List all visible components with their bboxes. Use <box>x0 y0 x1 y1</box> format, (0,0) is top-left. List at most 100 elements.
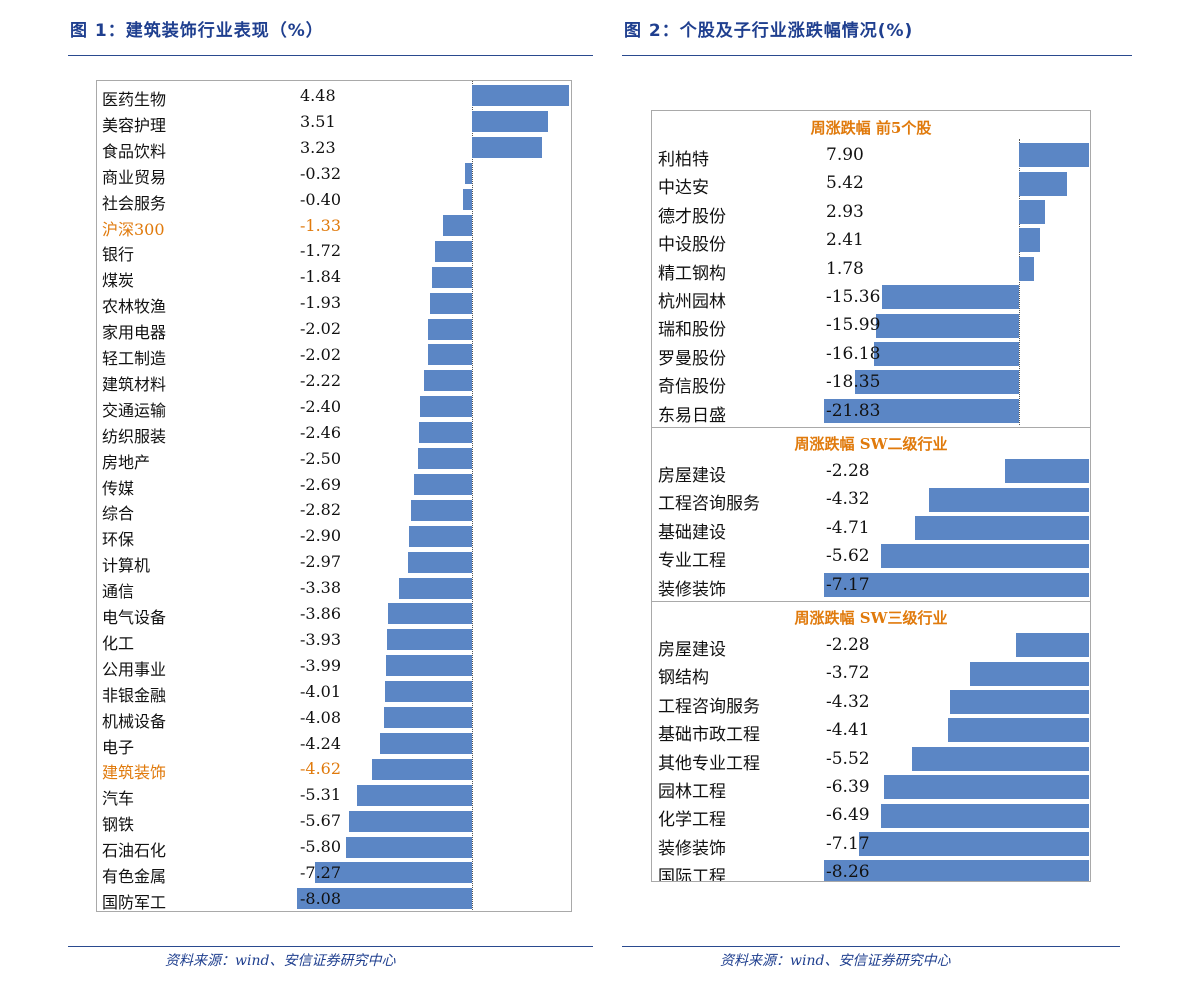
figure2-section-title: 周涨跌幅 SW三级行业 <box>794 609 948 627</box>
figure2-value-label: -15.36 <box>826 287 881 307</box>
figure1-category-label: 国防军工 <box>102 892 167 912</box>
figure1-category-label: 轻工制造 <box>102 349 167 368</box>
figure1-value-label: -2.22 <box>300 370 342 390</box>
figure2-category-label: 基础市政工程 <box>658 725 760 746</box>
figure1-bar <box>385 681 472 703</box>
figure1-value-label: -2.90 <box>300 526 342 546</box>
figure1-bar <box>430 292 472 314</box>
figure1-bar <box>398 577 472 599</box>
figure2-category-label: 罗曼股份 <box>658 348 726 369</box>
figure1-category-label: 沪深300 <box>102 219 165 239</box>
figure1-category-label: 汽车 <box>102 789 135 809</box>
figure2-value-label: 2.41 <box>826 230 864 251</box>
figure2-value-label: 7.90 <box>826 145 864 165</box>
figure1-value-label: -1.93 <box>300 293 342 313</box>
figure1-bar <box>463 189 472 211</box>
figure1-bar <box>413 473 472 495</box>
figure1-bar <box>420 396 472 418</box>
figure1-bar <box>428 318 472 340</box>
figure1-category-label: 商业贸易 <box>102 167 167 187</box>
figure1-value-label: -1.33 <box>300 215 342 235</box>
figure1-category-label: 建筑材料 <box>102 374 167 394</box>
figure1-bar <box>465 163 472 185</box>
figure1-value-label: -1.84 <box>300 267 342 287</box>
figure1-category-label: 农林牧渔 <box>102 297 167 317</box>
figure2-bar <box>969 661 1089 686</box>
figure2-category-label: 利柏特 <box>658 150 709 170</box>
figure1-bar <box>349 810 472 832</box>
figure1-value-label: -0.40 <box>300 189 342 209</box>
figure2-section-divider <box>652 601 1090 602</box>
figure2-bar <box>1018 200 1045 224</box>
figure1-value-label: -3.93 <box>300 629 342 649</box>
figure2-value-label: -16.18 <box>826 343 881 364</box>
figure1-category-label: 计算机 <box>102 556 151 576</box>
figure1-category-label: 化工 <box>102 633 135 653</box>
figure1-top-rule <box>68 55 593 56</box>
figure1-bottom-rule <box>68 946 593 947</box>
figure2-bar <box>881 544 1089 569</box>
figure1-category-label: 建筑装饰 <box>102 763 167 783</box>
figure2-top-rule <box>622 55 1132 56</box>
figure2-value-label: -3.72 <box>826 663 870 684</box>
figure1-bar <box>407 551 472 573</box>
figure2-bar <box>947 718 1089 743</box>
figure1-category-label: 公用事业 <box>102 659 167 679</box>
figure1-value-label: -2.02 <box>300 345 342 364</box>
figure1-value-label: -2.02 <box>300 319 342 339</box>
figure1-value-label: -2.46 <box>300 422 342 442</box>
figure2-bar <box>881 285 1019 310</box>
figure1-category-label: 银行 <box>102 245 135 265</box>
figure1-value-label: -4.62 <box>300 759 342 779</box>
figure2-bar <box>911 746 1089 771</box>
figure1-bar <box>471 137 542 159</box>
figure2-category-label: 杭州园林 <box>658 292 726 312</box>
figure2-value-label: -6.39 <box>826 777 870 797</box>
figure1-bar <box>297 888 472 910</box>
figure1-bar <box>388 603 472 625</box>
figure2-category-label: 化学工程 <box>658 810 726 831</box>
figure1-value-label: -3.86 <box>300 604 342 623</box>
figure2-bar <box>824 860 1089 881</box>
figure2-bar <box>880 803 1089 828</box>
figure1-category-label: 电气设备 <box>102 608 167 627</box>
figure1-zero-axis <box>471 81 473 911</box>
figure2-category-label: 其他专业工程 <box>658 753 760 774</box>
figure1-bar <box>471 111 548 133</box>
figure1-bar <box>418 422 472 444</box>
figure2-value-label: -2.28 <box>826 635 870 655</box>
figure2-value-label: 2.93 <box>826 201 864 222</box>
figure2-chart: 周涨跌幅 前5个股 利柏特 7.90 中达安 5.42 德才股份 2.93 中设股份 2.41 精… <box>651 110 1091 882</box>
figure2-category-label: 钢结构 <box>658 668 709 689</box>
figure1-bar <box>314 862 472 884</box>
figure1-category-label: 煤炭 <box>102 271 135 291</box>
figure1-category-label: 美容护理 <box>102 115 167 135</box>
figure2-value-label: -4.41 <box>826 720 870 741</box>
figure2-category-label: 中设股份 <box>658 235 726 256</box>
figure2-category-label: 德才股份 <box>658 206 726 227</box>
figure1-bar <box>428 344 472 366</box>
figure2-category-label: 装修装饰 <box>658 579 726 600</box>
figure2-bar <box>1018 171 1067 196</box>
figure1-value-label: -5.80 <box>300 837 342 857</box>
figure2-title: 图 2：个股及子行业涨跌幅情况(%) <box>624 21 914 41</box>
figure2-category-label: 房屋建设 <box>658 640 726 660</box>
figure1-value-label: -8.08 <box>300 888 342 908</box>
figure2-category-label: 园林工程 <box>658 782 726 802</box>
figure1-category-label: 房地产 <box>102 452 151 472</box>
figure2-category-label: 工程咨询服务 <box>658 696 760 717</box>
figure1-category-label: 综合 <box>102 504 135 524</box>
figure2-value-label: -21.83 <box>826 400 881 421</box>
figure1-category-label: 传媒 <box>102 478 135 498</box>
figure1-bar <box>356 784 472 806</box>
figure1-category-label: 机械设备 <box>102 711 167 731</box>
figure2-value-label: -4.32 <box>826 489 870 510</box>
figure1-bar <box>371 758 472 780</box>
figure1-bar <box>346 836 472 858</box>
figure2-zero-axis <box>1018 139 1020 425</box>
figure1-category-label: 非银金融 <box>102 685 167 705</box>
figure2-section-title: 周涨跌幅 前5个股 <box>810 119 932 137</box>
figure2-category-label: 中达安 <box>658 178 709 199</box>
figure2-bar <box>876 313 1019 338</box>
figure2-bar <box>1004 459 1089 484</box>
